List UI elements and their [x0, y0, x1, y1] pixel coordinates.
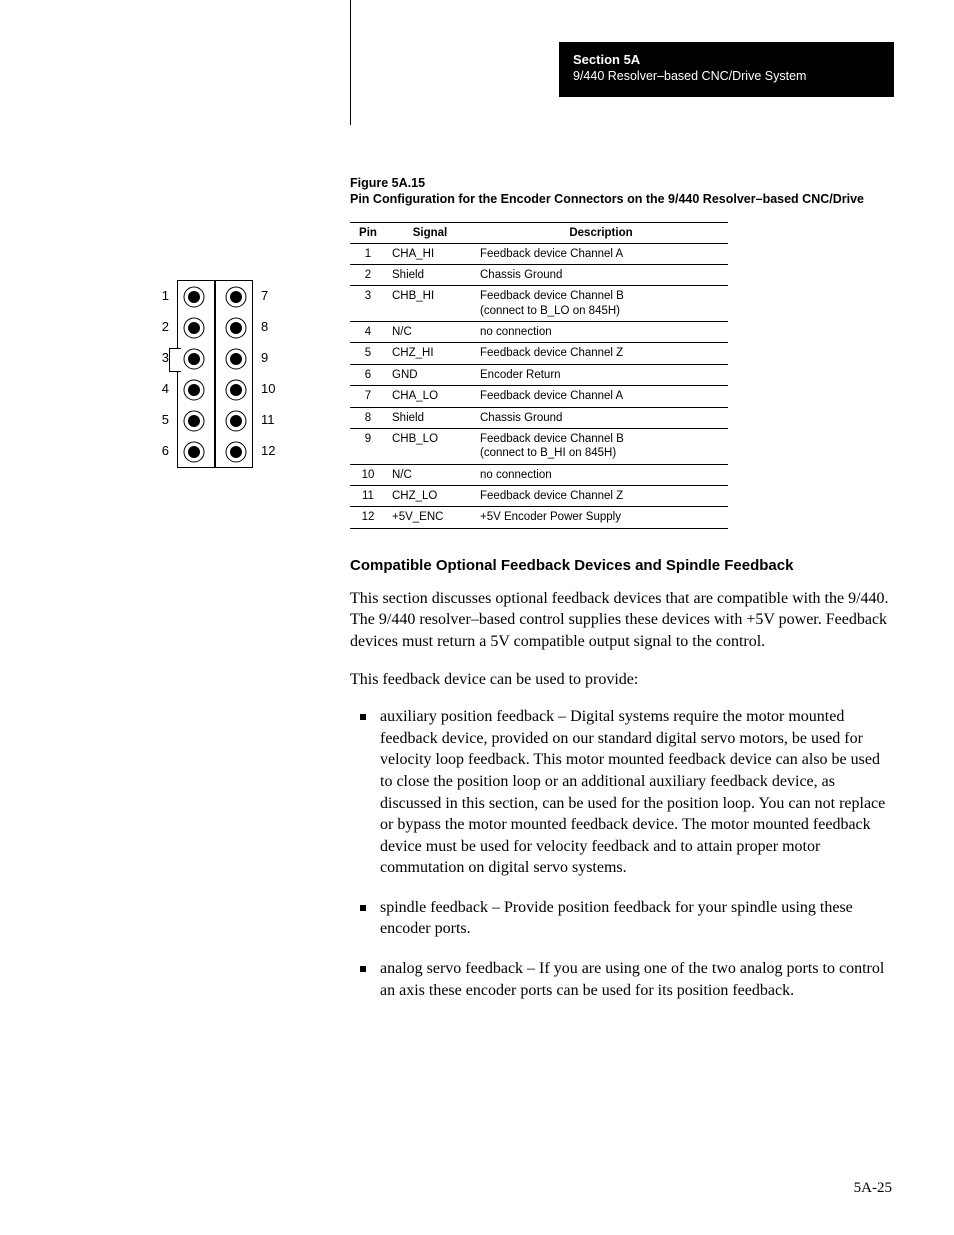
table-row: 7CHA_LOFeedback device Channel A [350, 386, 728, 407]
cell-signal: Shield [386, 264, 474, 285]
bullet-list: auxiliary position feedback – Digital sy… [350, 706, 895, 1001]
table-row: 5CHZ_HIFeedback device Channel Z [350, 343, 728, 364]
cell-signal: CHZ_HI [386, 343, 474, 364]
cell-pin: 6 [350, 364, 386, 385]
table-row: 2ShieldChassis Ground [350, 264, 728, 285]
cell-pin: 4 [350, 322, 386, 343]
list-item: auxiliary position feedback – Digital sy… [368, 706, 895, 879]
cell-signal: Shield [386, 407, 474, 428]
cell-description: Chassis Ground [474, 407, 728, 428]
page-number: 5A-25 [854, 1180, 892, 1197]
cell-signal: CHB_HI [386, 286, 474, 322]
main-content: Figure 5A.15 Pin Configuration for the E… [350, 175, 895, 1019]
cell-signal: CHB_LO [386, 428, 474, 464]
table-row: 8ShieldChassis Ground [350, 407, 728, 428]
cell-description: Feedback device Channel B(connect to B_L… [474, 286, 728, 322]
pin-label-7: 7 [261, 288, 285, 303]
section-subtitle: 9/440 Resolver–based CNC/Drive System [573, 69, 880, 83]
pin-label-2: 2 [145, 319, 169, 334]
cell-signal: N/C [386, 322, 474, 343]
cell-pin: 2 [350, 264, 386, 285]
connector-key-notch [169, 348, 181, 372]
cell-description: Encoder Return [474, 364, 728, 385]
section-header: Section 5A 9/440 Resolver–based CNC/Driv… [559, 42, 894, 97]
cell-signal: +5V_ENC [386, 507, 474, 528]
cell-description: Feedback device Channel A [474, 386, 728, 407]
table-row: 4N/Cno connection [350, 322, 728, 343]
pin-label-11: 11 [261, 412, 285, 427]
figure-number: Figure 5A.15 [350, 176, 425, 190]
vertical-rule [350, 0, 351, 125]
list-item: spindle feedback – Provide position feed… [368, 897, 895, 940]
cell-pin: 1 [350, 243, 386, 264]
cell-description: no connection [474, 464, 728, 485]
table-row: 1CHA_HIFeedback device Channel A [350, 243, 728, 264]
table-row: 9CHB_LOFeedback device Channel B(connect… [350, 428, 728, 464]
pin-label-3: 3 [145, 350, 169, 365]
figure-label: Figure 5A.15 Pin Configuration for the E… [350, 175, 895, 208]
pin-label-1: 1 [145, 288, 169, 303]
section-label: Section 5A [573, 52, 880, 67]
cell-pin: 5 [350, 343, 386, 364]
col-signal: Signal [386, 222, 474, 243]
cell-pin: 3 [350, 286, 386, 322]
table-row: 3CHB_HIFeedback device Channel B(connect… [350, 286, 728, 322]
cell-signal: N/C [386, 464, 474, 485]
table-row: 11CHZ_LOFeedback device Channel Z [350, 486, 728, 507]
cell-pin: 12 [350, 507, 386, 528]
cell-pin: 9 [350, 428, 386, 464]
cell-description: Feedback device Channel A [474, 243, 728, 264]
body-paragraph: This feedback device can be used to prov… [350, 669, 895, 691]
connector-body [177, 280, 253, 468]
pin-label-9: 9 [261, 350, 285, 365]
body-paragraph: This section discusses optional feedback… [350, 588, 895, 653]
list-item: analog servo feedback – If you are using… [368, 958, 895, 1001]
table-header-row: Pin Signal Description [350, 222, 728, 243]
cell-pin: 10 [350, 464, 386, 485]
pin-label-10: 10 [261, 381, 285, 396]
table-row: 6GNDEncoder Return [350, 364, 728, 385]
pin-label-5: 5 [145, 412, 169, 427]
cell-description: Feedback device Channel Z [474, 486, 728, 507]
pin-label-12: 12 [261, 443, 285, 458]
section-heading: Compatible Optional Feedback Devices and… [350, 557, 895, 574]
cell-pin: 8 [350, 407, 386, 428]
cell-description: Feedback device Channel Z [474, 343, 728, 364]
col-pin: Pin [350, 222, 386, 243]
pin-table: Pin Signal Description 1CHA_HIFeedback d… [350, 222, 728, 529]
table-row: 10N/Cno connection [350, 464, 728, 485]
pin-label-8: 8 [261, 319, 285, 334]
table-row: 12+5V_ENC+5V Encoder Power Supply [350, 507, 728, 528]
cell-signal: CHA_LO [386, 386, 474, 407]
cell-signal: CHZ_LO [386, 486, 474, 507]
pin-label-6: 6 [145, 443, 169, 458]
col-description: Description [474, 222, 728, 243]
cell-description: +5V Encoder Power Supply [474, 507, 728, 528]
cell-description: no connection [474, 322, 728, 343]
cell-signal: GND [386, 364, 474, 385]
cell-description: Chassis Ground [474, 264, 728, 285]
cell-signal: CHA_HI [386, 243, 474, 264]
figure-caption: Pin Configuration for the Encoder Connec… [350, 192, 864, 206]
cell-description: Feedback device Channel B(connect to B_H… [474, 428, 728, 464]
pin-label-4: 4 [145, 381, 169, 396]
cell-pin: 7 [350, 386, 386, 407]
cell-pin: 11 [350, 486, 386, 507]
